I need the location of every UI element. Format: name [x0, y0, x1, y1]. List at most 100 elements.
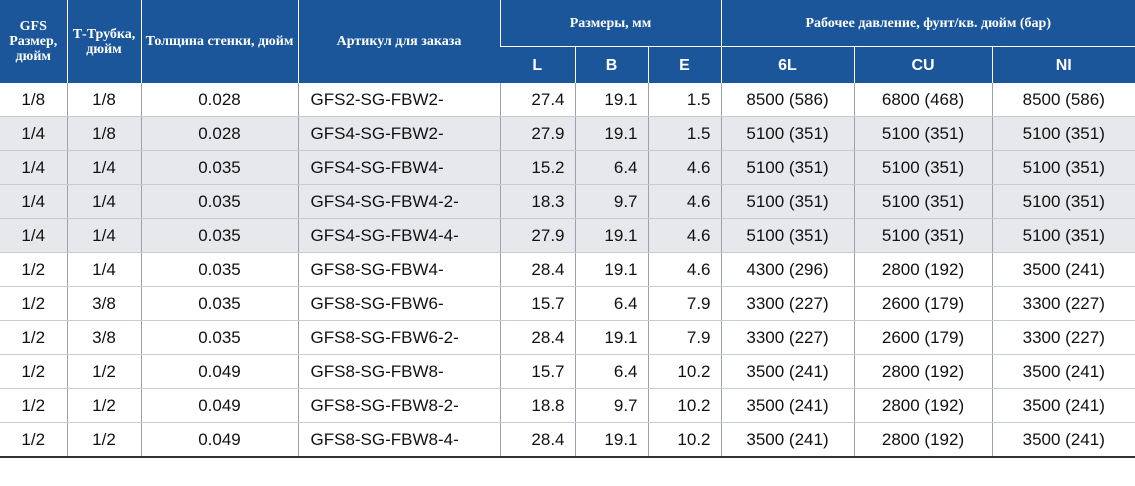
cell-wall-thickness: 0.035	[140, 286, 298, 321]
cell-tee-tube: 3/8	[66, 320, 141, 355]
cell-dim-l: 28.4	[499, 252, 575, 287]
table-header: GFS Размер, дюйм Т-Трубка, дюйм Толщина …	[0, 0, 1135, 83]
cell-pressure-6l: 5100 (351)	[720, 218, 854, 253]
cell-tee-tube: 1/2	[66, 388, 141, 423]
header-dim-l: L	[500, 46, 575, 83]
cell-dim-l: 15.7	[499, 354, 575, 389]
cell-dim-l: 18.3	[499, 184, 575, 219]
cell-pressure-cu: 6800 (468)	[853, 83, 992, 117]
specs-table: GFS Размер, дюйм Т-Трубка, дюйм Толщина …	[0, 0, 1135, 458]
header-order-number: Артикул для заказа	[297, 0, 500, 83]
cell-dim-l: 15.2	[499, 150, 575, 185]
header-pressure-cu: CU	[853, 46, 992, 83]
cell-pressure-ni: 5100 (351)	[991, 150, 1135, 185]
table-row: 1/2 1/2 0.049 GFS8-SG-FBW8-2- 18.8 9.7 10.2 350…	[0, 388, 1135, 423]
cell-pressure-cu: 2600 (179)	[853, 286, 992, 321]
cell-pressure-6l: 3500 (241)	[720, 388, 854, 423]
cell-order-number: GFS8-SG-FBW4-	[297, 252, 500, 287]
cell-pressure-cu: 5100 (351)	[853, 184, 992, 219]
cell-dim-l: 15.7	[499, 286, 575, 321]
cell-dim-b: 19.1	[574, 320, 648, 355]
cell-dim-l: 27.9	[499, 116, 575, 151]
cell-wall-thickness: 0.035	[140, 252, 298, 287]
cell-gfs-size: 1/4	[0, 150, 67, 185]
cell-gfs-size: 1/2	[0, 320, 67, 355]
cell-wall-thickness: 0.035	[140, 320, 298, 355]
table-row: 1/8 1/8 0.028 GFS2-SG-FBW2- 27.4 19.1 1.5 8500 …	[0, 83, 1135, 117]
cell-tee-tube: 1/4	[66, 184, 141, 219]
cell-pressure-ni: 3300 (227)	[991, 320, 1135, 355]
cell-dim-e: 7.9	[647, 286, 721, 321]
cell-pressure-6l: 3500 (241)	[720, 354, 854, 389]
cell-tee-tube: 1/8	[66, 116, 141, 151]
cell-order-number: GFS8-SG-FBW6-2-	[297, 320, 500, 355]
cell-pressure-cu: 2800 (192)	[853, 388, 992, 423]
cell-dim-l: 27.4	[499, 83, 575, 117]
cell-dim-e: 4.6	[647, 252, 721, 287]
cell-dim-l: 28.4	[499, 422, 575, 458]
table-body: 1/8 1/8 0.028 GFS2-SG-FBW2- 27.4 19.1 1.5 8500 …	[0, 83, 1135, 458]
cell-dim-l: 27.9	[499, 218, 575, 253]
table-row: 1/2 3/8 0.035 GFS8-SG-FBW6-2- 28.4 19.1 7.9 330…	[0, 320, 1135, 355]
cell-dim-b: 9.7	[574, 184, 648, 219]
cell-gfs-size: 1/2	[0, 354, 67, 389]
cell-pressure-6l: 3300 (227)	[720, 286, 854, 321]
cell-dim-b: 19.1	[574, 422, 648, 458]
cell-dim-b: 6.4	[574, 150, 648, 185]
cell-order-number: GFS4-SG-FBW2-	[297, 116, 500, 151]
cell-wall-thickness: 0.028	[140, 116, 298, 151]
cell-dim-e: 10.2	[647, 422, 721, 458]
header-pressure-6l: 6L	[720, 46, 854, 83]
cell-pressure-6l: 4300 (296)	[720, 252, 854, 287]
cell-wall-thickness: 0.035	[140, 150, 298, 185]
cell-order-number: GFS4-SG-FBW4-4-	[297, 218, 500, 253]
table-row: 1/4 1/4 0.035 GFS4-SG-FBW4-2- 18.3 9.7 4.6 5100…	[0, 184, 1135, 219]
cell-pressure-ni: 3500 (241)	[991, 422, 1135, 458]
cell-order-number: GFS8-SG-FBW6-	[297, 286, 500, 321]
cell-gfs-size: 1/2	[0, 286, 67, 321]
cell-tee-tube: 1/2	[66, 422, 141, 458]
cell-order-number: GFS8-SG-FBW8-	[297, 354, 500, 389]
cell-pressure-cu: 2600 (179)	[853, 320, 992, 355]
cell-pressure-ni: 3500 (241)	[991, 388, 1135, 423]
cell-pressure-6l: 5100 (351)	[720, 116, 854, 151]
cell-tee-tube: 1/4	[66, 218, 141, 253]
cell-order-number: GFS4-SG-FBW4-2-	[297, 184, 500, 219]
cell-tee-tube: 1/4	[66, 252, 141, 287]
cell-dim-b: 19.1	[574, 218, 648, 253]
cell-pressure-6l: 5100 (351)	[720, 184, 854, 219]
cell-tee-tube: 1/8	[66, 83, 141, 117]
cell-tee-tube: 3/8	[66, 286, 141, 321]
table-row: 1/4 1/4 0.035 GFS4-SG-FBW4-4- 27.9 19.1 4.6 510…	[0, 218, 1135, 253]
cell-wall-thickness: 0.035	[140, 218, 298, 253]
cell-dim-b: 6.4	[574, 286, 648, 321]
cell-pressure-cu: 2800 (192)	[853, 354, 992, 389]
cell-pressure-cu: 5100 (351)	[853, 218, 992, 253]
cell-pressure-6l: 3500 (241)	[720, 422, 854, 458]
cell-order-number: GFS4-SG-FBW4-	[297, 150, 500, 185]
cell-tee-tube: 1/2	[66, 354, 141, 389]
cell-order-number: GFS8-SG-FBW8-2-	[297, 388, 500, 423]
header-dimensions: Размеры, мм	[499, 0, 721, 47]
header-dim-b: B	[574, 46, 648, 83]
cell-dim-e: 10.2	[647, 354, 721, 389]
cell-dim-e: 4.6	[647, 150, 721, 185]
table-row: 1/2 1/2 0.049 GFS8-SG-FBW8-4- 28.4 19.1 10.2 35…	[0, 422, 1135, 458]
cell-gfs-size: 1/2	[0, 388, 67, 423]
cell-pressure-ni: 3300 (227)	[991, 286, 1135, 321]
cell-dim-b: 19.1	[574, 83, 648, 117]
table-row: 1/2 1/4 0.035 GFS8-SG-FBW4- 28.4 19.1 4.6 4300 …	[0, 252, 1135, 287]
cell-tee-tube: 1/4	[66, 150, 141, 185]
cell-pressure-6l: 3300 (227)	[720, 320, 854, 355]
header-working-pressure: Рабочее давление, фунт/кв. дюйм (бар)	[720, 0, 1135, 47]
cell-gfs-size: 1/4	[0, 184, 67, 219]
cell-wall-thickness: 0.049	[140, 388, 298, 423]
cell-pressure-ni: 5100 (351)	[991, 116, 1135, 151]
cell-dim-l: 18.8	[499, 388, 575, 423]
cell-order-number: GFS2-SG-FBW2-	[297, 83, 500, 117]
cell-pressure-cu: 5100 (351)	[853, 150, 992, 185]
cell-gfs-size: 1/4	[0, 218, 67, 253]
table-row: 1/4 1/8 0.028 GFS4-SG-FBW2- 27.9 19.1 1.5 5100 …	[0, 116, 1135, 151]
cell-dim-e: 10.2	[647, 388, 721, 423]
table-row: 1/2 3/8 0.035 GFS8-SG-FBW6- 15.7 6.4 7.9 3300 (…	[0, 286, 1135, 321]
